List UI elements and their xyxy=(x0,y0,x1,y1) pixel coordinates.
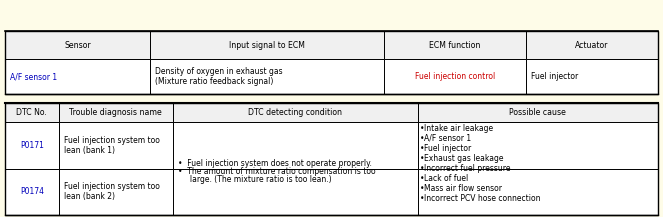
Text: Fuel injector: Fuel injector xyxy=(531,72,578,81)
Text: •: • xyxy=(420,134,424,143)
Bar xyxy=(418,103,658,122)
Text: Sensor: Sensor xyxy=(64,41,91,49)
Text: Incorrect fuel pressure: Incorrect fuel pressure xyxy=(424,164,511,173)
Text: •: • xyxy=(420,174,424,183)
Text: •: • xyxy=(420,194,424,203)
Text: Fuel injection control: Fuel injection control xyxy=(415,72,495,81)
Text: •: • xyxy=(420,164,424,173)
Bar xyxy=(418,122,658,169)
Text: •: • xyxy=(420,144,424,153)
Text: Lack of fuel: Lack of fuel xyxy=(424,174,468,183)
Text: Fuel injection system too
lean (bank 2): Fuel injection system too lean (bank 2) xyxy=(64,182,159,202)
Text: Density of oxygen in exhaust gas
(Mixture ratio feedback signal): Density of oxygen in exhaust gas (Mixtur… xyxy=(155,67,282,86)
Bar xyxy=(5,122,58,169)
Text: Incorrect PCV hose connection: Incorrect PCV hose connection xyxy=(424,194,540,203)
Text: DTC detecting condition: DTC detecting condition xyxy=(248,108,342,117)
Text: •: • xyxy=(420,124,424,133)
Bar xyxy=(58,103,173,122)
Bar xyxy=(150,59,384,94)
Text: •  Fuel injection system does not operate properly.: • Fuel injection system does not operate… xyxy=(178,159,372,168)
Text: DTC No.: DTC No. xyxy=(17,108,47,117)
Bar xyxy=(526,31,658,59)
Text: Trouble diagnosis name: Trouble diagnosis name xyxy=(70,108,162,117)
Bar xyxy=(384,59,526,94)
Bar xyxy=(384,31,526,59)
Text: Exhaust gas leakage: Exhaust gas leakage xyxy=(424,154,503,163)
Text: Intake air leakage: Intake air leakage xyxy=(424,124,493,133)
Bar xyxy=(526,59,658,94)
Bar xyxy=(5,103,58,122)
Bar xyxy=(5,31,150,59)
Text: Actuator: Actuator xyxy=(575,41,609,49)
Text: •: • xyxy=(420,154,424,163)
Bar xyxy=(5,59,150,94)
Bar xyxy=(58,122,173,169)
Bar xyxy=(5,103,658,215)
Text: Fuel injection system too
lean (bank 1): Fuel injection system too lean (bank 1) xyxy=(64,136,159,155)
Text: Fuel injector: Fuel injector xyxy=(424,144,471,153)
Bar xyxy=(173,103,418,122)
Bar xyxy=(5,31,658,94)
Text: A/F sensor 1: A/F sensor 1 xyxy=(424,134,471,143)
Bar xyxy=(173,122,418,169)
Text: P0174: P0174 xyxy=(20,187,44,196)
Bar xyxy=(173,169,418,215)
Bar xyxy=(418,169,658,215)
Text: A/F sensor 1: A/F sensor 1 xyxy=(10,72,57,81)
Text: ECM function: ECM function xyxy=(429,41,481,49)
Bar xyxy=(58,169,173,215)
Text: Possible cause: Possible cause xyxy=(509,108,566,117)
Text: P0171: P0171 xyxy=(20,141,44,150)
Text: •  The amount of mixture ratio compensation is too: • The amount of mixture ratio compensati… xyxy=(178,167,375,176)
Text: Input signal to ECM: Input signal to ECM xyxy=(229,41,305,49)
Text: •: • xyxy=(420,184,424,193)
Text: Mass air flow sensor: Mass air flow sensor xyxy=(424,184,502,193)
Bar xyxy=(5,169,58,215)
Text: large. (The mixture ratio is too lean.): large. (The mixture ratio is too lean.) xyxy=(178,175,332,184)
Bar xyxy=(150,31,384,59)
